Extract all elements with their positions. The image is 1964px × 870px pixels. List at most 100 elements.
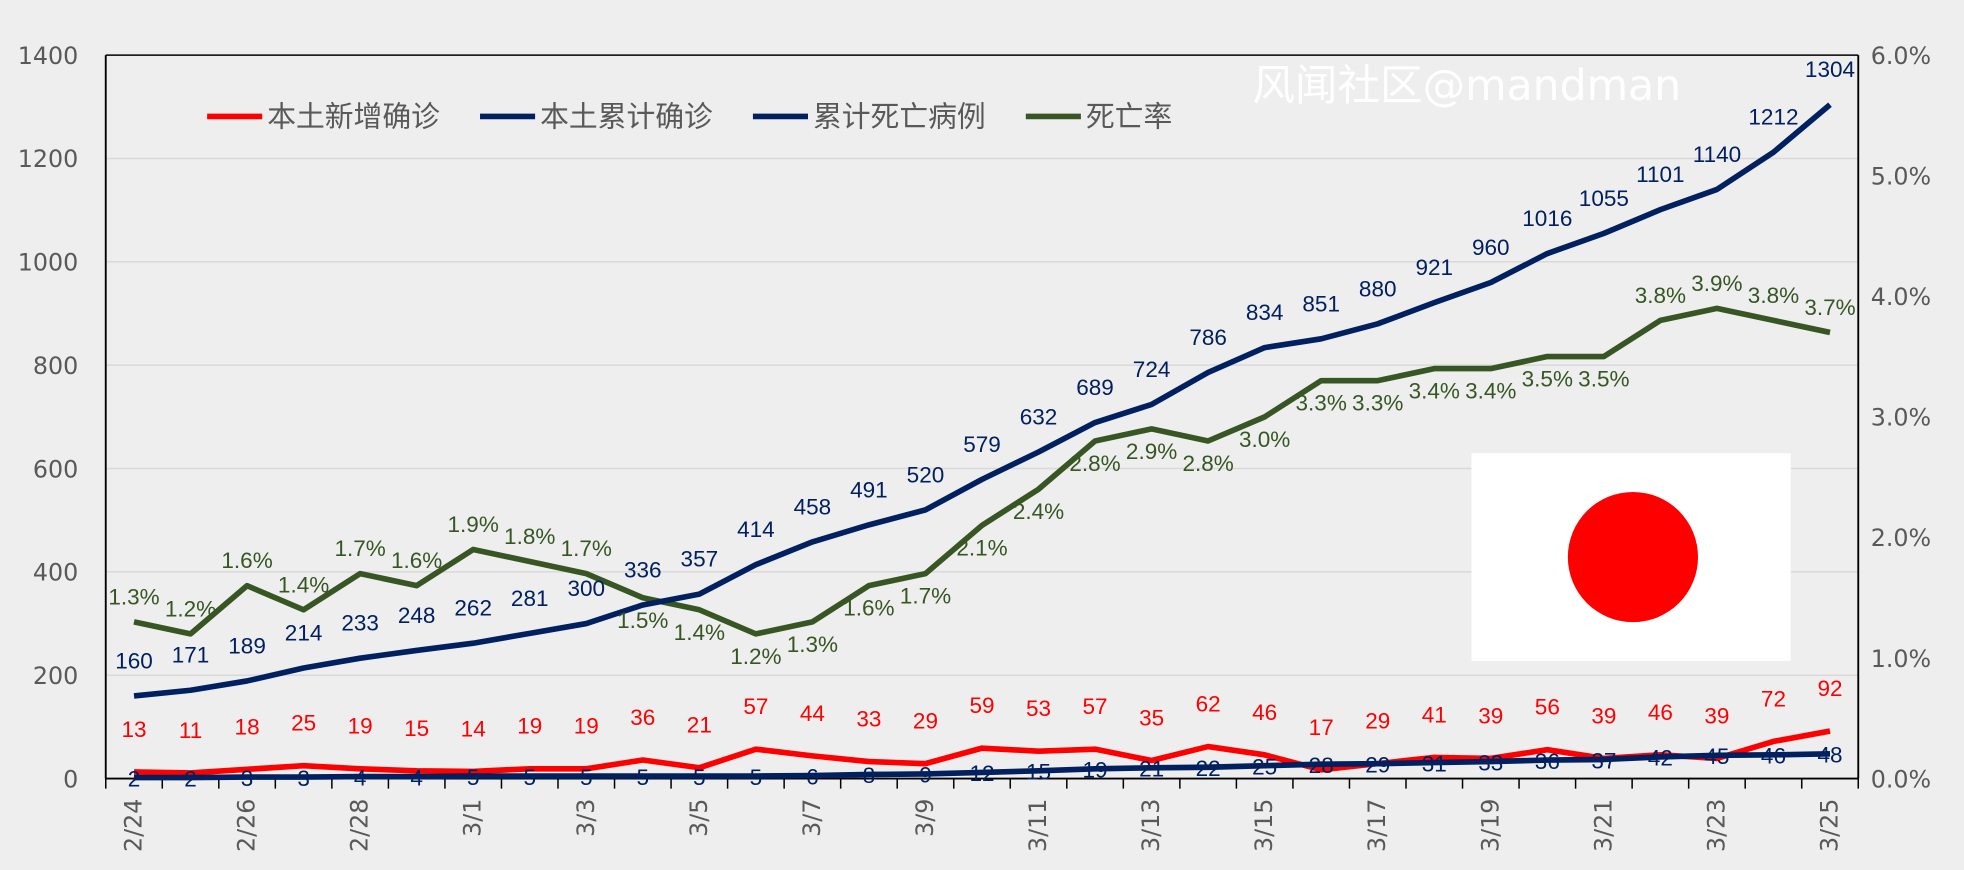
data-label: 1101 <box>1636 162 1684 187</box>
data-label: 12 <box>969 761 994 786</box>
data-label: 48 <box>1817 743 1842 768</box>
data-label: 29 <box>913 709 938 734</box>
data-label: 29 <box>1365 709 1390 734</box>
data-label: 960 <box>1472 235 1510 260</box>
data-label: 1.7% <box>900 584 951 609</box>
data-label: 6 <box>806 764 819 789</box>
data-label: 1055 <box>1579 186 1629 211</box>
data-label: 21 <box>1139 757 1164 782</box>
x-tick-label: 3/11 <box>1024 799 1052 852</box>
data-label: 3 <box>241 766 254 791</box>
data-label: 3.8% <box>1635 283 1686 308</box>
data-label: 171 <box>172 643 210 668</box>
y-tick-label: 800 <box>33 352 78 380</box>
data-label: 45 <box>1704 744 1729 769</box>
data-label: 1.3% <box>787 632 838 657</box>
data-label: 3.4% <box>1465 379 1516 404</box>
data-label: 36 <box>1535 749 1560 774</box>
data-label: 3.4% <box>1409 379 1460 404</box>
data-label: 22 <box>1196 756 1221 781</box>
data-label: 786 <box>1189 325 1227 350</box>
data-label: 851 <box>1302 291 1340 316</box>
data-label: 414 <box>737 517 775 542</box>
data-label: 25 <box>1252 754 1277 779</box>
data-label: 2 <box>184 766 197 791</box>
data-label: 11 <box>179 718 202 743</box>
y2-tick-label: 6.0% <box>1871 42 1931 70</box>
x-tick-label: 3/19 <box>1476 799 1504 852</box>
data-label: 46 <box>1252 700 1277 725</box>
x-tick-label: 3/15 <box>1250 799 1278 852</box>
data-label: 1.6% <box>843 596 894 621</box>
data-label: 19 <box>574 714 599 739</box>
y-tick-label: 1200 <box>18 145 78 173</box>
data-label: 1.6% <box>391 548 442 573</box>
data-label: 1212 <box>1748 105 1798 130</box>
data-label: 1.6% <box>221 548 272 573</box>
y-tick-label: 200 <box>33 662 78 690</box>
data-label: 3.5% <box>1522 367 1573 392</box>
y-tick-label: 600 <box>33 455 78 483</box>
data-label: 1.2% <box>165 596 216 621</box>
data-label: 9 <box>919 763 932 788</box>
x-tick-label: 3/17 <box>1363 799 1391 852</box>
legend-label: 本土新增确诊 <box>267 99 440 133</box>
y2-tick-label: 3.0% <box>1871 404 1931 432</box>
data-label: 1.7% <box>334 536 385 561</box>
data-label: 3 <box>297 766 310 791</box>
data-label: 921 <box>1415 255 1453 280</box>
x-tick-label: 3/21 <box>1589 799 1617 852</box>
data-label: 233 <box>341 611 379 636</box>
y-tick-label: 0 <box>63 765 78 793</box>
gridlines <box>105 157 1859 677</box>
data-label: 19 <box>348 714 373 739</box>
legend-label: 本土累计确诊 <box>540 99 713 133</box>
data-label: 880 <box>1359 276 1397 301</box>
data-label: 689 <box>1076 375 1114 400</box>
data-label: 19 <box>517 714 542 739</box>
data-label: 5 <box>523 765 536 790</box>
data-label: 5 <box>637 765 650 790</box>
data-label: 59 <box>969 693 994 718</box>
data-label: 3.3% <box>1296 391 1347 416</box>
y-tick-label: 400 <box>33 559 78 587</box>
data-label: 1.7% <box>561 536 612 561</box>
data-label: 19 <box>1083 758 1108 783</box>
data-label: 2.9% <box>1126 439 1177 464</box>
legend-label: 死亡率 <box>1086 99 1172 133</box>
data-label: 189 <box>228 633 266 658</box>
data-label: 491 <box>850 477 888 502</box>
x-tick-label: 3/25 <box>1816 799 1844 852</box>
data-label: 57 <box>743 694 768 719</box>
data-label: 5 <box>750 765 763 790</box>
data-label: 520 <box>907 462 945 487</box>
data-label: 1.5% <box>617 608 668 633</box>
data-label: 37 <box>1591 748 1616 773</box>
data-label: 13 <box>121 717 146 742</box>
data-label: 56 <box>1535 695 1560 720</box>
watermark: 风闻社区@mandman <box>1252 61 1681 111</box>
y2-tick-label: 5.0% <box>1871 162 1931 190</box>
data-label: 1.2% <box>730 644 781 669</box>
data-label: 44 <box>800 701 825 726</box>
x-tick-label: 3/1 <box>459 799 487 837</box>
data-label: 1.4% <box>674 620 725 645</box>
data-label: 15 <box>1026 760 1051 785</box>
data-label: 17 <box>1309 715 1334 740</box>
data-label: 160 <box>115 648 153 673</box>
y2-tick-label: 0.0% <box>1871 765 1931 793</box>
data-label: 357 <box>681 547 719 572</box>
data-label: 2.8% <box>1182 451 1233 476</box>
right-axis: 0.0% 1.0% 2.0% 3.0% 4.0% 5.0% 6.0% <box>105 42 1931 793</box>
data-label: 4 <box>354 765 367 790</box>
data-label: 2.1% <box>956 535 1007 560</box>
data-label: 53 <box>1026 696 1051 721</box>
data-label: 4 <box>410 765 423 790</box>
x-tick-label: 3/13 <box>1137 799 1165 852</box>
data-label: 5 <box>580 765 593 790</box>
x-tick-label: 3/7 <box>798 799 826 837</box>
data-label: 5 <box>693 765 706 790</box>
data-label: 336 <box>624 557 662 582</box>
data-label: 579 <box>963 432 1001 457</box>
left-axis: 0 200 400 600 800 1000 1200 1400 <box>18 42 107 793</box>
